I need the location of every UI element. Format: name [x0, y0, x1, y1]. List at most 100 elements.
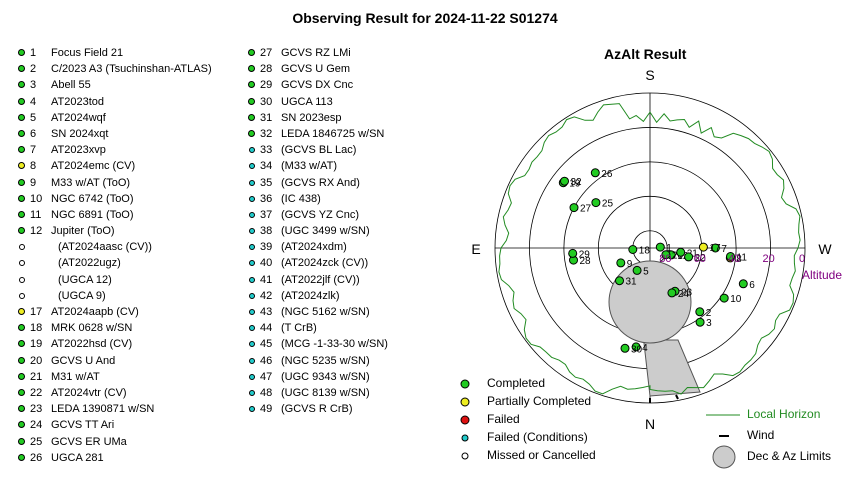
altitude-ticks: 80 60 40 20 0	[659, 253, 805, 265]
target-list-item: 20 GCVS U And	[18, 353, 248, 369]
target-name: (AT2024aasc (CV))	[58, 241, 152, 254]
target-list-item: 49 (GCVS R CrB)	[248, 401, 448, 417]
target-point-label: 2	[706, 308, 712, 319]
wind-mark	[675, 394, 679, 400]
legend-label: Failed (Conditions)	[487, 430, 588, 444]
status-dot	[249, 292, 255, 299]
target-name: GCVS DX Cnc	[281, 79, 354, 92]
legend-marker	[460, 397, 470, 407]
status-dot	[18, 372, 25, 380]
target-list-item: 31 SN 2023esp	[248, 110, 448, 126]
target-point-label: 28	[580, 256, 592, 267]
target-name: GCVS U Gem	[281, 63, 351, 76]
target-point-label: 5	[643, 266, 649, 277]
target-number: 45	[260, 338, 273, 351]
target-name: AT2024vtr (CV)	[51, 386, 127, 399]
status-dot	[18, 178, 25, 186]
target-point-label: 1	[666, 243, 672, 254]
altitude-label: Altitude	[802, 268, 842, 282]
target-name: AT2024aapb (CV)	[51, 306, 139, 318]
target-list-item: (AT2024aasc (CV))	[18, 239, 248, 255]
target-number: 31	[260, 111, 273, 124]
status-dot	[19, 244, 25, 251]
target-point	[591, 198, 601, 208]
target-point-label: 20	[672, 251, 684, 262]
status-dot	[18, 388, 25, 396]
target-list-item: 48 (UGC 8139 w/SN)	[248, 385, 448, 401]
status-dot	[19, 260, 25, 267]
target-number: 21	[30, 370, 43, 383]
target-name: (T CrB)	[281, 322, 317, 335]
target-number: 10	[30, 192, 43, 205]
status-dot	[18, 146, 25, 154]
target-number: 4	[30, 95, 37, 108]
legend-marker	[460, 379, 470, 389]
target-number: 44	[260, 322, 273, 335]
local-horizon-line	[498, 103, 801, 395]
target-number: 1	[30, 47, 37, 59]
target-point	[719, 293, 729, 303]
target-number: 2	[30, 63, 37, 76]
target-list-item: 41 (AT2022jlf (CV))	[248, 272, 448, 288]
target-list-item: 32 LEDA 1846725 w/SN	[248, 126, 448, 142]
target-point	[560, 176, 569, 186]
target-list-item: 26 UGCA 281	[18, 450, 248, 466]
target-list-item: 5 AT2024wqf	[18, 110, 248, 126]
page-title: Observing Result for 2024-11-22 S01274	[292, 10, 558, 26]
target-name: UGCA 113	[281, 95, 333, 108]
target-point-label: 32	[571, 177, 583, 188]
target-list-item: 3 Abell 55	[18, 77, 248, 93]
target-name: NGC 6742 (ToO)	[51, 192, 134, 205]
target-number: 28	[260, 63, 273, 76]
target-name: Focus Field 21	[51, 47, 124, 59]
legend-label: Wind	[747, 428, 775, 442]
status-dot	[248, 113, 255, 121]
target-number: 23	[30, 403, 43, 416]
legend-markers	[460, 379, 740, 469]
target-list-item: 12 Jupiter (ToO)	[18, 223, 248, 239]
target-point-label: 31	[626, 277, 638, 288]
compass-west: W	[818, 241, 832, 257]
target-number: 25	[30, 435, 43, 448]
legend-marker	[460, 415, 470, 425]
wind-marks	[649, 394, 679, 403]
status-dot	[249, 276, 255, 283]
target-point	[568, 248, 578, 258]
target-list-item: 40 (AT2024zck (CV))	[248, 255, 448, 271]
target-name: (UGCA 12)	[58, 273, 112, 286]
target-point-label: 6	[749, 280, 755, 291]
target-list-item: 10 NGC 6742 (ToO)	[18, 191, 248, 207]
target-number: 6	[30, 127, 37, 140]
target-point-label: 18	[639, 246, 651, 257]
target-name: (MCG -1-33-30 w/SN)	[281, 338, 388, 351]
target-point	[676, 247, 686, 257]
target-number: 33	[260, 144, 273, 157]
legend-marker	[461, 434, 469, 442]
status-dot	[18, 210, 25, 218]
legend-label: Missed or Cancelled	[487, 448, 596, 462]
target-point-label: 4	[642, 343, 648, 354]
target-point-label: 24	[678, 289, 690, 300]
status-dot	[249, 244, 255, 251]
target-number: 35	[260, 176, 273, 189]
status-dot	[249, 357, 255, 364]
target-point-label: 22	[695, 253, 707, 264]
target-point-label: 26	[601, 169, 613, 180]
status-dot	[248, 97, 255, 105]
status-dot	[18, 129, 25, 137]
status-dot	[18, 356, 25, 364]
target-name: SN 2024xqt	[51, 127, 109, 140]
target-point	[738, 279, 748, 289]
target-name: AT2023tod	[51, 95, 105, 108]
target-point	[628, 245, 638, 254]
target-list-item: 9 M33 w/AT (ToO)	[18, 175, 248, 191]
target-point	[615, 276, 624, 286]
target-list-item: 17 AT2024aapb (CV)	[18, 304, 248, 320]
target-name: (GCVS BL Lac)	[281, 144, 357, 157]
compass-north: N	[645, 416, 655, 432]
compass-east: E	[471, 241, 480, 257]
target-number: 17	[30, 306, 43, 318]
altitude-tick-label: 80	[659, 253, 671, 265]
target-list-item: 39 (AT2024xdm)	[248, 239, 448, 255]
